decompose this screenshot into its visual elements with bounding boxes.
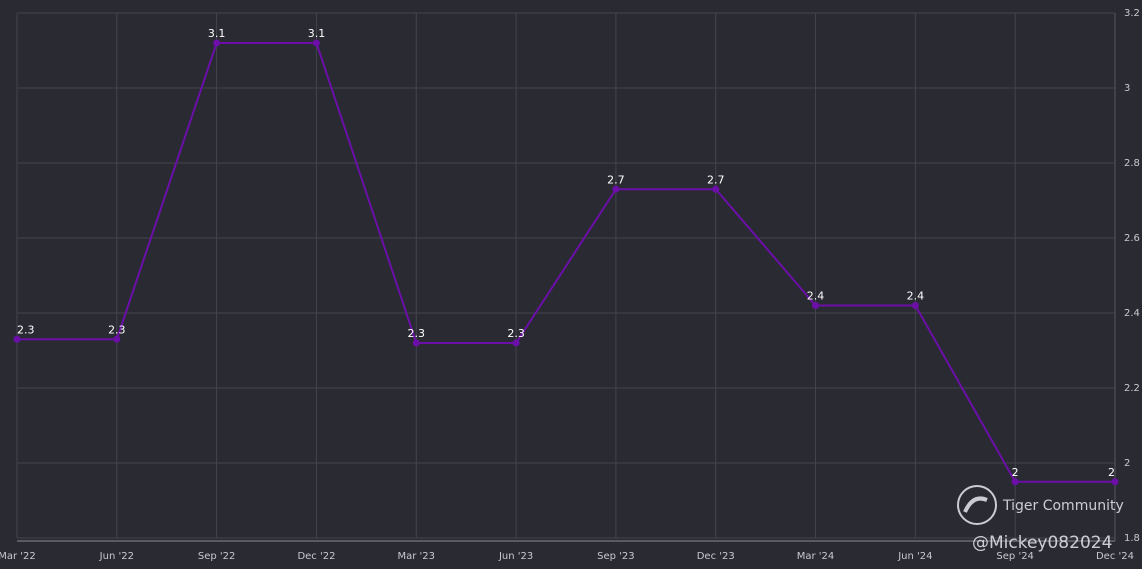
data-label: 2 bbox=[1108, 466, 1115, 479]
data-label: 3.1 bbox=[308, 27, 326, 40]
line bbox=[17, 42, 1115, 483]
y-tick-label: 2.2 bbox=[1124, 383, 1140, 394]
point bbox=[911, 302, 919, 309]
x-tick-label: Mar '24 bbox=[797, 551, 835, 562]
point bbox=[612, 185, 620, 193]
point bbox=[312, 39, 320, 47]
x-tick-label: Mar '23 bbox=[398, 551, 436, 562]
data-label: 2 bbox=[1012, 466, 1019, 479]
data-label: 2.3 bbox=[408, 327, 426, 340]
data-label: 2.4 bbox=[807, 290, 825, 303]
data-label: 3.1 bbox=[208, 27, 226, 40]
watermark-user: @Mickey082024 bbox=[972, 533, 1112, 553]
y-tick-label: 1.8 bbox=[1124, 533, 1140, 544]
data-label: 2.7 bbox=[607, 173, 625, 186]
point bbox=[412, 339, 420, 347]
y-tick-label: 2 bbox=[1124, 458, 1130, 469]
x-tick-label: Jun '22 bbox=[99, 551, 134, 562]
y-tick-label: 2.8 bbox=[1124, 158, 1140, 169]
point bbox=[1011, 478, 1019, 486]
x-tick-label: Sep '23 bbox=[597, 551, 635, 562]
watermark-brand: Tiger Community bbox=[1002, 498, 1124, 514]
point bbox=[213, 39, 221, 47]
data-label: 2.7 bbox=[707, 173, 725, 186]
x-tick-label: Mar '22 bbox=[0, 551, 36, 562]
point bbox=[812, 302, 820, 309]
x-tick-label: Dec '23 bbox=[697, 551, 735, 562]
y-tick-label: 2.6 bbox=[1124, 233, 1140, 244]
watermark: Tiger Community @Mickey082024 bbox=[957, 485, 1124, 553]
data-label: 2.3 bbox=[507, 327, 525, 340]
data-label: 2.4 bbox=[907, 290, 925, 303]
x-tick-label: Jun '23 bbox=[498, 551, 533, 562]
watermark-logo-mark bbox=[963, 496, 988, 513]
point bbox=[13, 335, 21, 343]
x-tick-label: Sep '22 bbox=[198, 551, 236, 562]
x-tick-label: Dec '22 bbox=[297, 551, 335, 562]
watermark-logo bbox=[957, 485, 997, 525]
point bbox=[113, 335, 121, 343]
point bbox=[712, 185, 720, 193]
y-tick-label: 3 bbox=[1124, 83, 1130, 94]
x-tick-label: Jun '24 bbox=[897, 551, 932, 562]
point bbox=[512, 339, 520, 347]
y-tick-label: 3.2 bbox=[1124, 8, 1140, 19]
point bbox=[1111, 478, 1119, 486]
x-tick-label: Dec '24 bbox=[1096, 551, 1134, 562]
data-label: 2.3 bbox=[108, 323, 126, 336]
data-label: 2.3 bbox=[17, 323, 35, 336]
x-tick-label: Sep '24 bbox=[996, 551, 1034, 562]
y-tick-label: 2.4 bbox=[1124, 308, 1140, 319]
